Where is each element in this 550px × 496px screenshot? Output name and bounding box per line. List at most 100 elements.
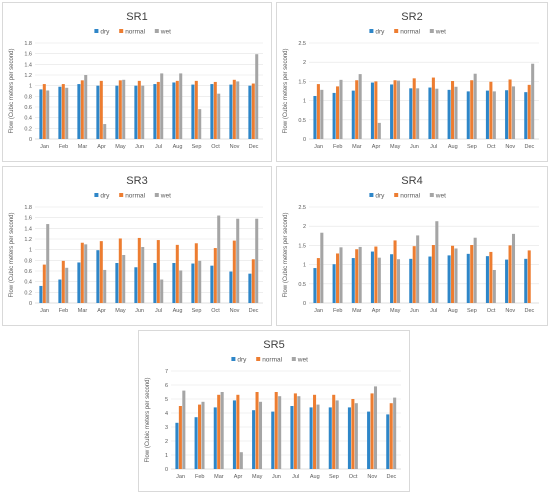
y-tick-label: 1.5	[298, 79, 306, 85]
bar-wet-oct	[354, 403, 358, 469]
bar-wet-may	[396, 259, 401, 303]
legend-label-dry: dry	[100, 29, 110, 36]
x-tick-label: Dec	[387, 474, 397, 480]
x-tick-label: Feb	[333, 144, 342, 150]
legend-swatch-wet	[154, 29, 159, 33]
bar-dry-mar	[77, 84, 81, 139]
bar-normal-jun	[412, 246, 416, 303]
y-tick-label: 1.6	[24, 216, 32, 222]
bar-dry-mar	[213, 407, 217, 469]
bar-dry-nov	[505, 259, 509, 303]
legend-swatch-normal	[394, 193, 399, 197]
bar-normal-nov	[232, 240, 236, 303]
bar-wet-jul	[297, 396, 301, 469]
bar-normal-mar	[80, 242, 84, 303]
legend-swatch-wet	[291, 357, 296, 361]
bar-wet-may	[396, 80, 401, 139]
legend-label-dry: dry	[375, 193, 385, 200]
bar-wet-dec	[255, 54, 259, 140]
legend-label-wet: wet	[435, 29, 446, 36]
x-tick-label: Nov	[230, 308, 240, 314]
bar-wet-jun	[141, 247, 145, 303]
legend-label-dry: dry	[375, 29, 385, 36]
legend-label-dry: dry	[237, 357, 247, 364]
x-tick-label: Jun	[135, 144, 144, 150]
y-tick-label: 0.5	[298, 282, 306, 288]
chart-title: SR1	[126, 11, 147, 23]
bar-normal-jul	[156, 240, 160, 303]
bar-wet-aug	[454, 248, 458, 303]
y-tick-label: 1	[303, 263, 306, 269]
y-axis-label: Flow (Cubic meters per second)	[9, 48, 15, 133]
bar-wet-nov	[236, 81, 240, 139]
y-tick-label: 1.4	[24, 226, 32, 232]
x-tick-label: Mar	[352, 144, 362, 150]
bar-dry-aug	[172, 263, 176, 303]
bar-dry-oct	[347, 407, 351, 469]
y-tick-label: 1.2	[24, 237, 32, 243]
chart-title: SR3	[126, 175, 147, 187]
y-tick-label: 2.5	[298, 41, 306, 47]
legend-swatch-wet	[154, 193, 159, 197]
legend: dry normal wet	[369, 193, 446, 200]
x-tick-label: Jul	[430, 308, 437, 314]
x-tick-label: Jul	[155, 144, 162, 150]
bar-normal-dec	[389, 403, 393, 469]
legend-swatch-normal	[119, 29, 124, 33]
x-tick-label: Jun	[410, 308, 419, 314]
bar-wet-feb	[65, 267, 69, 303]
bar-dry-jan	[39, 285, 43, 303]
bar-dry-jul	[428, 87, 432, 139]
bar-wet-jan	[46, 224, 50, 303]
y-tick-label: 0.2	[24, 126, 32, 132]
y-tick-label: 0	[29, 301, 32, 307]
legend-label-wet: wet	[160, 29, 171, 36]
x-tick-label: Sep	[467, 144, 477, 150]
x-tick-label: Jun	[410, 144, 419, 150]
bar-dry-jun	[271, 411, 275, 469]
legend-label-normal: normal	[400, 193, 420, 200]
x-tick-label: Feb	[333, 308, 342, 314]
x-tick-label: Feb	[59, 144, 68, 150]
bar-dry-jun	[134, 85, 138, 139]
bar-normal-apr	[236, 394, 240, 469]
bar-normal-aug	[451, 81, 455, 139]
y-tick-label: 1.2	[24, 73, 32, 79]
bar-dry-jun	[409, 88, 413, 139]
legend-swatch-normal	[394, 29, 399, 33]
bar-wet-mar	[358, 74, 362, 139]
x-tick-label: Nov	[505, 308, 515, 314]
bar-wet-jul	[435, 221, 439, 303]
bar-normal-aug	[451, 245, 455, 303]
chart-panel-sr4: SR4 dry normal wet 0 0.5 1 1.5 2 2.5 Flow (Cubic m…	[276, 166, 548, 326]
y-tick-label: 1.8	[24, 41, 32, 47]
bar-normal-nov	[232, 79, 236, 139]
bar-wet-oct	[492, 269, 496, 303]
y-tick-label: 4	[165, 411, 168, 417]
bar-normal-sep	[470, 245, 474, 303]
y-tick-label: 0.2	[24, 290, 32, 296]
bar-normal-may	[118, 238, 122, 303]
x-tick-label: Feb	[195, 474, 204, 480]
bar-normal-jul	[431, 77, 435, 139]
x-tick-label: May	[390, 308, 401, 314]
x-tick-label: Nov	[367, 474, 377, 480]
bar-normal-mar	[355, 249, 359, 303]
chart-svg: SR2 dry normal wet 0 0.5 1 1.5 2 2.5 Flow (Cubic m…	[283, 11, 539, 150]
bar-dry-dec	[524, 92, 528, 139]
y-tick-label: 0.6	[24, 105, 32, 111]
bar-wet-jun	[416, 235, 420, 303]
bar-wet-sep	[473, 237, 477, 303]
y-tick-label: 0.8	[24, 94, 32, 100]
bar-normal-apr	[99, 241, 103, 303]
y-tick-label: 1.5	[298, 243, 306, 249]
bar-normal-oct	[489, 251, 493, 303]
bar-dry-oct	[210, 84, 214, 139]
bar-normal-jul	[431, 245, 435, 303]
chart-svg: SR4 dry normal wet 0 0.5 1 1.5 2 2.5 Flow (Cubic m…	[283, 175, 539, 314]
legend-label-wet: wet	[297, 357, 308, 364]
bar-wet-jan	[320, 232, 324, 303]
bar-normal-mar	[355, 80, 359, 139]
bar-normal-jan	[316, 258, 320, 303]
y-tick-label: 2.5	[298, 205, 306, 211]
